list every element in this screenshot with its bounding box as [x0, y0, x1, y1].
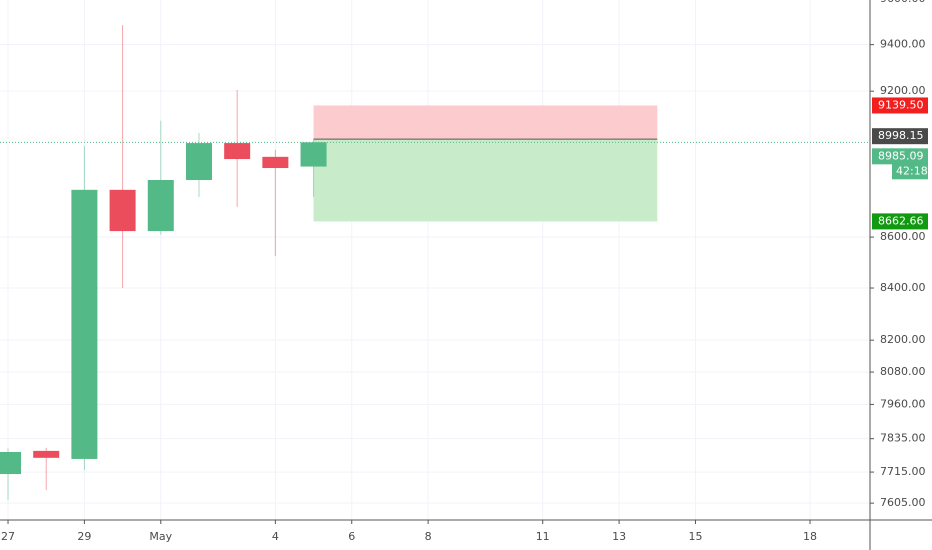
stop-zone	[313, 105, 658, 140]
entry-label: 8998.15	[878, 129, 924, 142]
last-price-label-bg	[872, 148, 928, 165]
countdown: 42:18	[896, 164, 928, 177]
candle-body	[33, 450, 60, 458]
x-tick-label: 6	[348, 530, 355, 543]
y-tick-label: 9200.00	[880, 84, 926, 97]
y-tick-label: 7715.00	[880, 465, 926, 478]
candle-body	[224, 143, 251, 160]
y-tick-label: 7605.00	[880, 496, 926, 509]
candle-body	[109, 189, 136, 232]
y-tick-label: 7835.00	[880, 432, 926, 445]
candle-body	[185, 143, 212, 181]
y-tick-label: 8080.00	[880, 365, 926, 378]
x-tick-label: 18	[803, 530, 817, 543]
x-tick-label: 29	[77, 530, 91, 543]
x-tick-label: 11	[536, 530, 550, 543]
y-tick-label: 9600.00	[880, 0, 926, 5]
candle-body	[262, 156, 289, 169]
target-label-bg	[872, 213, 928, 230]
candle-body	[147, 180, 174, 232]
stop-label: 9139.50	[878, 98, 924, 111]
x-tick-label: 13	[612, 530, 626, 543]
y-tick-label: 8600.00	[880, 230, 926, 243]
entry-label-bg	[872, 128, 928, 145]
stop-label-bg	[872, 97, 928, 114]
y-tick-label: 7960.00	[880, 397, 926, 410]
x-tick-label: 8	[425, 530, 432, 543]
price-labels: 9139.50 8998.15 8985.09 42:18 8662.66	[872, 97, 928, 230]
x-tick-label: May	[149, 530, 172, 543]
candle-body	[0, 451, 22, 475]
x-tick-label: 15	[688, 530, 702, 543]
target-label: 8662.66	[878, 214, 924, 227]
target-zone	[313, 139, 658, 222]
y-tick-label: 8400.00	[880, 281, 926, 294]
last-price-label: 8985.09	[878, 149, 924, 162]
y-tick-label: 9400.00	[880, 38, 926, 51]
y-tick-label: 8200.00	[880, 333, 926, 346]
candle-body	[300, 142, 327, 167]
candle-body	[71, 189, 98, 459]
x-tick-label: 4	[272, 530, 279, 543]
countdown-bg	[892, 163, 928, 180]
x-tick-label: 27	[1, 530, 15, 543]
